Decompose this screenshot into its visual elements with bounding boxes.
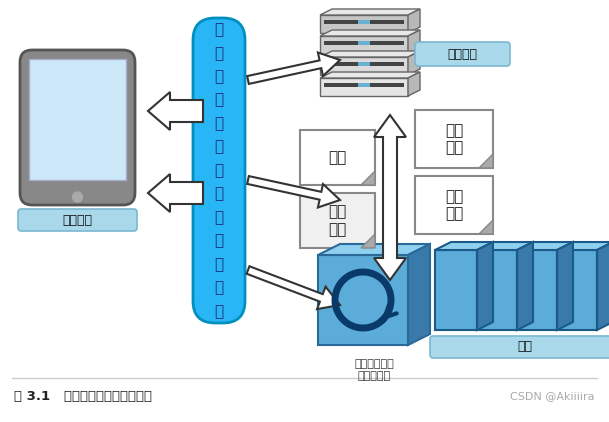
Bar [358, 20, 370, 24]
Bar [415, 176, 493, 234]
Bar [358, 62, 370, 66]
Bar [318, 255, 408, 345]
Polygon shape [517, 242, 533, 330]
Bar [324, 62, 404, 66]
Text: 灵: 灵 [214, 69, 224, 84]
Text: CSDN @Akiiiira: CSDN @Akiiiira [510, 391, 595, 401]
Text: 测量
信息: 测量 信息 [445, 189, 463, 221]
Polygon shape [408, 30, 420, 54]
Polygon shape [361, 171, 375, 185]
Text: 能: 能 [214, 304, 224, 319]
Polygon shape [320, 30, 420, 36]
Text: 图 3.1   连通性给设备带来的变化: 图 3.1 连通性给设备带来的变化 [14, 390, 152, 403]
Bar [300, 193, 375, 248]
Polygon shape [148, 92, 203, 130]
Bar [555, 250, 597, 330]
Polygon shape [408, 9, 420, 33]
Circle shape [72, 192, 82, 202]
Polygon shape [555, 242, 609, 250]
Polygon shape [361, 234, 375, 248]
Text: 种: 种 [214, 187, 224, 201]
FancyBboxPatch shape [193, 18, 245, 323]
Bar [358, 83, 370, 87]
Text: 固件: 固件 [328, 150, 347, 165]
Bar [415, 110, 493, 168]
Text: 多: 多 [214, 163, 224, 178]
Text: 活: 活 [214, 92, 224, 108]
Bar [320, 36, 408, 54]
Bar [324, 41, 404, 45]
Text: 机器
状态: 机器 状态 [445, 123, 463, 155]
FancyBboxPatch shape [20, 50, 135, 205]
Text: 够: 够 [214, 46, 224, 61]
Bar [320, 78, 408, 96]
Polygon shape [557, 242, 573, 330]
Text: 功: 功 [214, 280, 224, 295]
Text: 利: 利 [214, 116, 224, 131]
Polygon shape [475, 242, 533, 250]
Polygon shape [247, 176, 340, 208]
Bar [515, 250, 557, 330]
Bar [300, 130, 375, 185]
FancyBboxPatch shape [415, 42, 510, 66]
Text: 和: 和 [214, 257, 224, 272]
Bar [358, 41, 370, 45]
Polygon shape [247, 266, 340, 309]
Polygon shape [318, 244, 430, 255]
Text: 操作
命令: 操作 命令 [328, 204, 347, 237]
Polygon shape [479, 220, 493, 234]
Polygon shape [408, 51, 420, 75]
Bar [29, 59, 126, 180]
FancyBboxPatch shape [430, 336, 609, 358]
Polygon shape [597, 242, 609, 330]
Bar [435, 250, 477, 330]
Text: 时刻保持功能
在最新状态: 时刻保持功能 在最新状态 [354, 359, 394, 381]
Polygon shape [408, 72, 420, 96]
Polygon shape [320, 72, 420, 78]
Polygon shape [515, 242, 573, 250]
Text: 能: 能 [214, 22, 224, 37]
Polygon shape [435, 242, 493, 250]
Text: 设: 设 [214, 210, 224, 225]
Bar [475, 250, 517, 330]
Polygon shape [408, 244, 430, 345]
Polygon shape [247, 52, 340, 84]
Polygon shape [320, 9, 420, 15]
Bar [324, 83, 404, 87]
Bar [320, 15, 408, 33]
Text: 用: 用 [214, 140, 224, 154]
Text: 用户终端: 用户终端 [63, 214, 93, 227]
Polygon shape [148, 174, 203, 212]
FancyBboxPatch shape [18, 209, 137, 231]
Text: 备: 备 [214, 233, 224, 249]
Polygon shape [477, 242, 493, 330]
Bar [320, 57, 408, 75]
Polygon shape [320, 51, 420, 57]
Bar [324, 20, 404, 24]
Text: 设备: 设备 [517, 341, 532, 354]
Text: 服务器端: 服务器端 [448, 48, 477, 60]
Polygon shape [479, 154, 493, 168]
Polygon shape [374, 115, 406, 280]
